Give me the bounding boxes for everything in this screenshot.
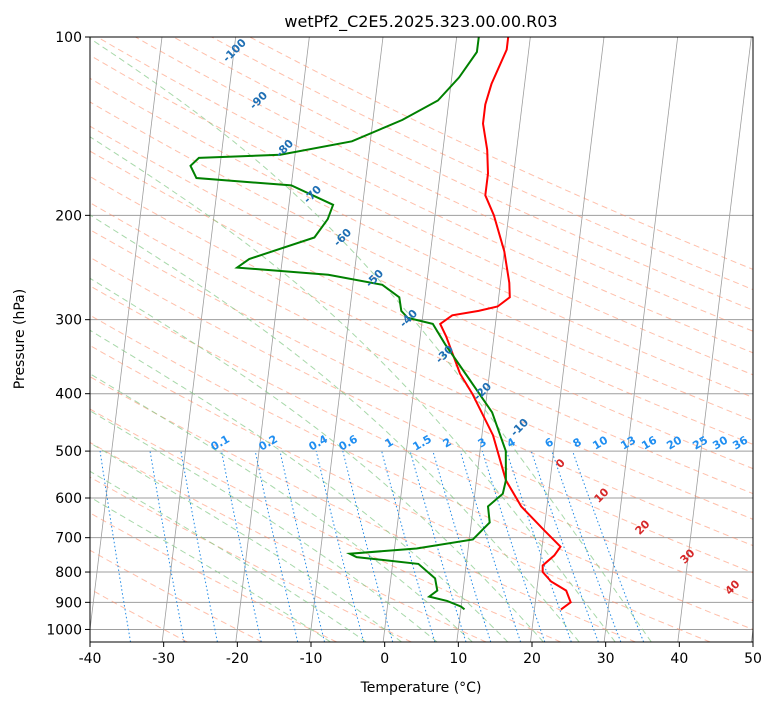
x-tick-label: -30 [152,651,175,667]
mixing-ratio-label: 0.1 [209,432,232,453]
y-tick-label: 100 [55,30,82,46]
moist-adiabat-line [0,37,402,642]
x-tick-label: -20 [226,651,249,667]
profile-lines [191,37,571,609]
mixing-ratio-label: 0.6 [337,432,361,453]
x-tick-label: 40 [670,651,688,667]
x-tick-label: 30 [597,651,615,667]
dry-adiabat-line [0,37,636,642]
mixing-ratio-line [343,451,393,642]
dry-adiabat-label: -60 [331,226,354,249]
mixing-ratio-label: 3 [476,435,489,450]
mixing-ratio-label: 10 [590,433,610,452]
moist-adiabat-line [0,37,508,642]
dry-adiabat-label: -80 [273,137,296,160]
y-tick-label: 800 [55,565,82,581]
dry-adiabat-line [0,37,262,642]
isotherm-line [236,37,310,642]
mixing-ratio-line [280,451,325,642]
dry-adiabat-label: -30 [433,343,456,366]
x-tick-label: -10 [300,651,323,667]
mixing-ratio-label: 13 [618,434,638,453]
x-tick-label: 10 [449,651,467,667]
y-tick-label: 1000 [46,622,82,638]
moist-adiabat-line [0,37,331,642]
x-tick-label: -40 [79,651,102,667]
isotherm-line [751,37,775,642]
mixing-ratio-label: 0.4 [307,432,331,453]
x-tick-label: 50 [744,651,762,667]
mixing-ratio-line [181,451,218,642]
dry-adiabat-line [0,37,486,642]
moist-adiabat-line [0,37,543,642]
mixing-ratio-label: 20 [664,433,684,452]
dry-adiabat-line [0,37,561,642]
dry-adiabat-line [0,37,411,642]
isotherm-line [457,37,531,642]
isotherm-line [604,37,678,642]
chart-title: wetPf2_C2E5.2025.323.00.00.R03 [284,12,557,32]
dry-adiabat-line [59,37,775,642]
y-axis-label: Pressure (hPa) [12,289,28,389]
y-tick-label: 300 [55,313,82,329]
y-tick-label: 700 [55,531,82,547]
dry-adiabat-line [0,37,337,642]
dry-adiabat-label: -100 [220,36,249,65]
y-tick-label: 900 [55,595,82,611]
mixing-ratio-label: 30 [710,433,730,452]
wetbulb-label: 20 [633,517,653,537]
y-tick-label: 600 [55,491,82,507]
dry-adiabat-line [0,37,187,642]
x-axis-label: Temperature (°C) [360,680,482,696]
wetbulb-label: 10 [592,485,612,505]
wetbulb-label: 40 [723,577,743,597]
dry-adiabat-label: -50 [363,267,386,290]
moist-adiabat-line [0,37,472,642]
mixing-ratio-line [100,451,130,642]
wetbulb-label: 0 [553,456,568,471]
plot-frame [90,37,753,642]
y-tick-label: 400 [55,387,82,403]
mixing-ratio-line [552,451,621,642]
isotherm-line [162,37,236,642]
mixing-ratio-line [410,451,466,642]
dry-adiabat-line [135,37,775,642]
mixing-ratio-label: 1 [383,435,396,450]
dry-adiabat-line [250,37,775,642]
isotherm-line [530,37,604,642]
y-tick-label: 200 [55,208,82,224]
mixing-ratio-line [255,451,298,642]
x-tick-label: 20 [523,651,541,667]
wetbulb-label: 30 [678,546,698,566]
mixing-ratio-line [150,451,184,642]
moist-adiabat-line [0,37,579,642]
x-tick-label: 0 [380,651,389,667]
dry-adiabat-line [0,37,710,642]
isotherm-line [88,37,162,642]
isotherm-line [383,37,457,642]
mixing-ratio-label: 8 [571,435,584,450]
mixing-ratio-label: 16 [639,433,659,452]
mixing-ratio-line [573,451,644,642]
mixing-ratio-label: 1.5 [411,432,434,453]
mixing-ratio-label: 0.2 [257,432,280,453]
mixing-ratio-line [482,451,544,642]
mixing-ratio-line [433,451,491,642]
y-tick-label: 500 [55,444,82,460]
